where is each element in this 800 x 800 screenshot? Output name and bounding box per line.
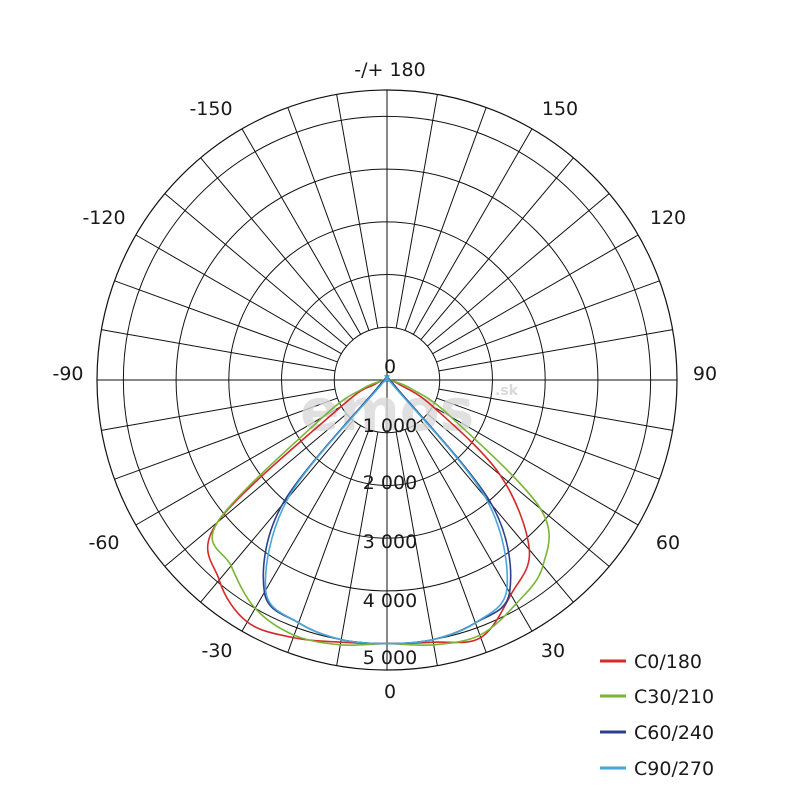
grid-spoke-320 xyxy=(200,420,354,603)
grid-spoke-30 xyxy=(412,425,533,632)
grid-spoke-160 xyxy=(404,107,487,331)
radial-tick-1000: 1 000 xyxy=(363,415,417,437)
radial-tick-4000: 4 000 xyxy=(363,590,417,612)
grid-spoke-230 xyxy=(164,193,347,347)
grid-spoke-40 xyxy=(420,420,574,603)
legend-label-c90-270: C90/270 xyxy=(634,758,714,780)
angle-label-150: 150 xyxy=(542,98,578,120)
grid-spoke-350 xyxy=(336,431,379,666)
grid-spoke-280 xyxy=(101,388,336,431)
series-curve-c90-270 xyxy=(264,374,509,645)
radial-tick-labels: 0 1 000 2 000 3 000 4 000 5 000 xyxy=(363,356,417,669)
radial-tick-2000: 2 000 xyxy=(363,472,417,494)
grid-spoke-190 xyxy=(336,94,379,329)
grid-spoke-60 xyxy=(432,405,639,526)
grid-spoke-20 xyxy=(404,429,487,653)
grid-spoke-240 xyxy=(135,234,342,355)
angle-labels: -/+ 180 -150 150 -120 120 -90 90 -60 60 … xyxy=(52,59,717,703)
grid-spoke-210 xyxy=(241,128,362,335)
polar-series xyxy=(206,374,550,647)
grid-spoke-120 xyxy=(432,234,639,355)
grid-spoke-330 xyxy=(241,425,362,632)
angle-label-30: 30 xyxy=(541,640,565,662)
watermark-text: emos xyxy=(300,376,474,444)
legend-item-c60-240: C60/240 xyxy=(600,722,714,744)
legend-label-c60-240: C60/240 xyxy=(634,722,714,744)
angle-label-neg90: -90 xyxy=(52,363,83,385)
angle-label-0: 0 xyxy=(384,681,396,703)
grid-spoke-340 xyxy=(287,429,370,653)
legend-label-c0-180: C0/180 xyxy=(634,651,702,673)
radial-tick-3000: 3 000 xyxy=(363,531,417,553)
angle-label-neg60: -60 xyxy=(88,532,119,554)
legend: C0/180 C30/210 C60/240 C90/270 xyxy=(600,651,714,780)
grid-spoke-50 xyxy=(427,413,610,567)
legend-item-c0-180: C0/180 xyxy=(600,651,702,673)
grid-spoke-310 xyxy=(164,413,347,567)
angle-label-180: -/+ 180 xyxy=(354,59,425,81)
grid-spoke-70 xyxy=(436,397,660,480)
watermark-suffix: .sk xyxy=(495,383,519,399)
angle-label-neg30: -30 xyxy=(201,640,232,662)
angle-label-60: 60 xyxy=(656,532,680,554)
angle-label-neg120: -120 xyxy=(82,207,125,229)
legend-label-c30-210: C30/210 xyxy=(634,686,714,708)
grid-spoke-80 xyxy=(438,388,673,431)
angle-label-120: 120 xyxy=(650,207,686,229)
grid-spoke-250 xyxy=(114,280,338,363)
watermark-logo: emos .sk xyxy=(300,376,519,444)
angle-label-90: 90 xyxy=(693,363,717,385)
grid-spoke-140 xyxy=(420,157,574,340)
grid-spoke-130 xyxy=(427,193,610,347)
polar-grid xyxy=(96,89,678,671)
grid-spoke-170 xyxy=(395,94,438,329)
grid-spoke-200 xyxy=(287,107,370,331)
grid-spoke-260 xyxy=(101,329,336,372)
radial-tick-5000: 5 000 xyxy=(363,647,417,669)
legend-item-c30-210: C30/210 xyxy=(600,686,714,708)
grid-spoke-110 xyxy=(436,280,660,363)
grid-spoke-290 xyxy=(114,397,338,480)
grid-spoke-150 xyxy=(412,128,533,335)
angle-label-neg150: -150 xyxy=(189,98,232,120)
grid-spoke-220 xyxy=(200,157,354,340)
grid-spoke-300 xyxy=(135,405,342,526)
grid-spoke-10 xyxy=(395,431,438,666)
radial-tick-0: 0 xyxy=(384,356,396,378)
grid-spoke-100 xyxy=(438,329,673,372)
legend-item-c90-270: C90/270 xyxy=(600,758,714,780)
